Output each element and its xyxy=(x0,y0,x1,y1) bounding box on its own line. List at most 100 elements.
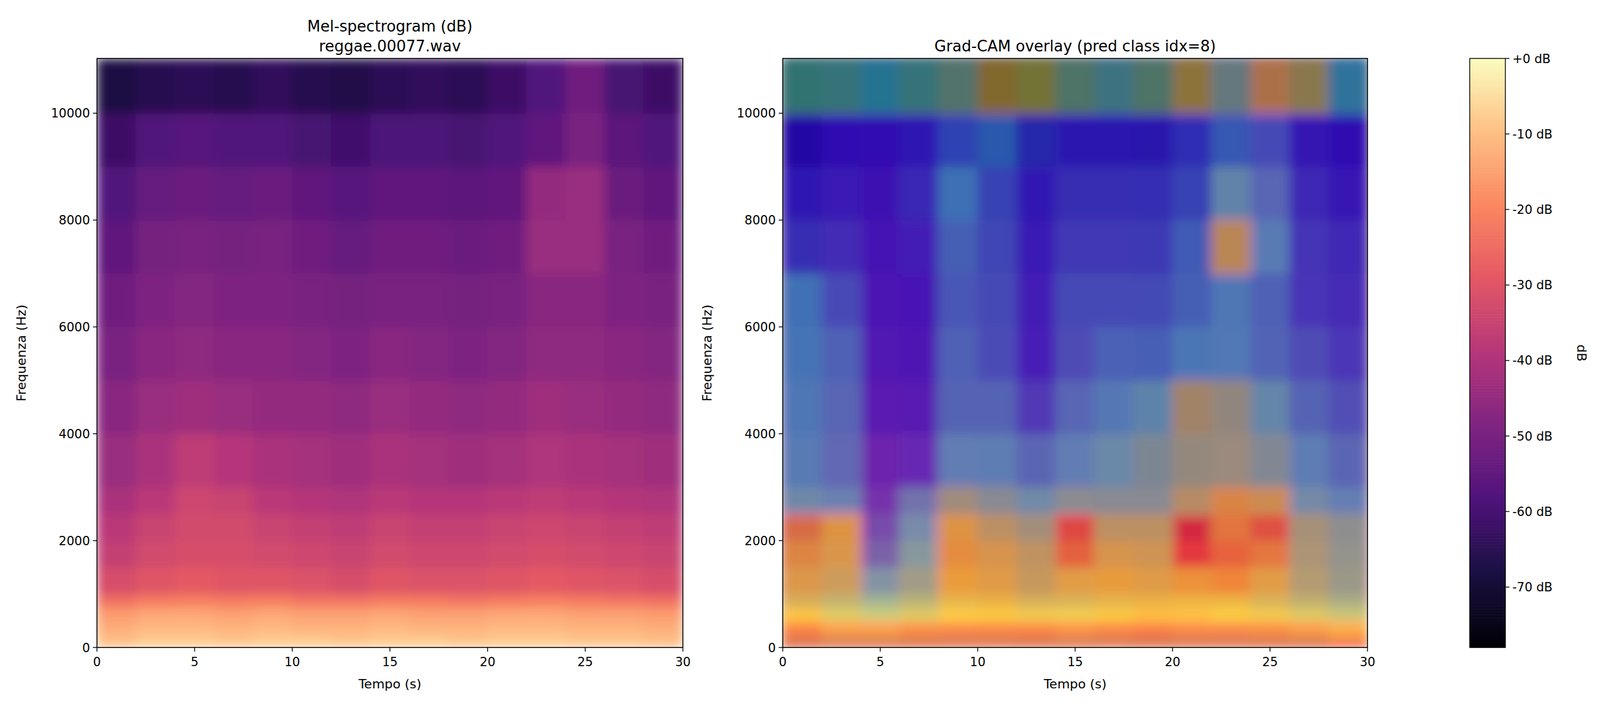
cell xyxy=(1328,273,1368,328)
cell xyxy=(860,166,901,221)
cell xyxy=(977,112,1018,167)
cell xyxy=(1250,166,1290,221)
colorbar-slice xyxy=(1469,110,1506,115)
cell xyxy=(565,58,606,114)
cell xyxy=(1250,219,1290,274)
cell xyxy=(899,433,940,488)
cell xyxy=(448,166,488,221)
cell xyxy=(1094,540,1134,568)
cell xyxy=(1016,513,1057,541)
cell xyxy=(1172,593,1213,608)
x-tick xyxy=(487,647,488,652)
colorbar-slice xyxy=(1469,467,1506,471)
colorbar-slice xyxy=(1469,70,1506,74)
cell xyxy=(1328,379,1368,434)
cell xyxy=(899,166,940,221)
colorbar-slice xyxy=(1469,591,1506,595)
colorbar-slice xyxy=(1469,408,1506,412)
cell xyxy=(1133,540,1173,568)
cell xyxy=(370,433,411,488)
cell xyxy=(135,593,176,608)
cell xyxy=(213,326,254,381)
cell xyxy=(1016,566,1057,595)
cell xyxy=(1055,606,1096,621)
cell xyxy=(1289,620,1329,635)
cell xyxy=(1016,620,1057,635)
x-tick-label: 0 xyxy=(778,654,787,669)
colorbar-slice xyxy=(1469,464,1506,468)
colorbar-slice xyxy=(1469,549,1506,554)
cell xyxy=(526,379,567,434)
colorbar-slice xyxy=(1469,196,1506,201)
cell xyxy=(331,273,371,328)
colorbar-slice xyxy=(1469,223,1506,227)
cell xyxy=(1211,219,1252,274)
cell xyxy=(782,58,822,114)
cell xyxy=(1172,593,1213,608)
cell xyxy=(1094,112,1134,167)
cell xyxy=(977,58,1018,114)
cell xyxy=(292,112,332,167)
cell xyxy=(1328,219,1368,274)
cell xyxy=(938,166,978,221)
cell xyxy=(174,606,215,621)
cell xyxy=(213,58,254,114)
colorbar-slice xyxy=(1469,132,1506,136)
cell xyxy=(331,513,371,541)
cell xyxy=(1094,606,1134,621)
cell xyxy=(213,273,254,328)
colorbar-slice xyxy=(1469,446,1506,451)
cell xyxy=(1172,219,1213,274)
colorbar-slice xyxy=(1469,84,1506,89)
y-tick-label: 2000 xyxy=(744,533,776,548)
cell xyxy=(1172,112,1213,167)
cell-layer xyxy=(96,58,683,648)
y-tick xyxy=(92,433,97,435)
cell xyxy=(448,540,488,568)
colorbar-slice xyxy=(1469,346,1506,351)
cell xyxy=(899,633,940,648)
cell xyxy=(1250,633,1290,648)
cell xyxy=(604,112,645,167)
cell xyxy=(1094,219,1134,274)
y-tick-label: 6000 xyxy=(744,320,776,335)
cell xyxy=(565,166,606,221)
cell xyxy=(1016,540,1057,568)
colorbar-slice xyxy=(1469,476,1506,480)
colorbar-slice xyxy=(1469,99,1506,103)
cell xyxy=(526,58,567,114)
cell xyxy=(899,540,940,568)
cell xyxy=(860,326,901,381)
cell xyxy=(860,273,901,328)
cell xyxy=(1250,633,1290,648)
colorbar-slice xyxy=(1469,344,1506,348)
cell xyxy=(1328,326,1368,381)
cell xyxy=(135,379,176,434)
cell xyxy=(565,566,606,595)
cell xyxy=(1094,620,1134,635)
cell xyxy=(1211,379,1252,434)
cell xyxy=(135,566,176,595)
cell xyxy=(782,540,822,568)
cell xyxy=(487,433,527,488)
x-tick xyxy=(782,647,783,652)
cell xyxy=(487,379,527,434)
colorbar-slice xyxy=(1469,500,1506,504)
cell xyxy=(1328,593,1368,608)
cell xyxy=(1211,273,1252,328)
cell xyxy=(1211,379,1252,434)
cell xyxy=(408,273,449,328)
cell xyxy=(604,606,645,621)
cell xyxy=(643,540,683,568)
cell xyxy=(487,273,527,328)
colorbar-slice xyxy=(1469,261,1506,265)
colorbar-slice xyxy=(1469,208,1506,213)
cell xyxy=(1055,379,1096,434)
cell xyxy=(96,606,137,621)
cell xyxy=(526,486,567,515)
cell xyxy=(938,633,978,648)
cell xyxy=(1328,166,1368,221)
colorbar-slice xyxy=(1469,382,1506,386)
cell xyxy=(213,620,254,635)
cell xyxy=(643,166,683,221)
